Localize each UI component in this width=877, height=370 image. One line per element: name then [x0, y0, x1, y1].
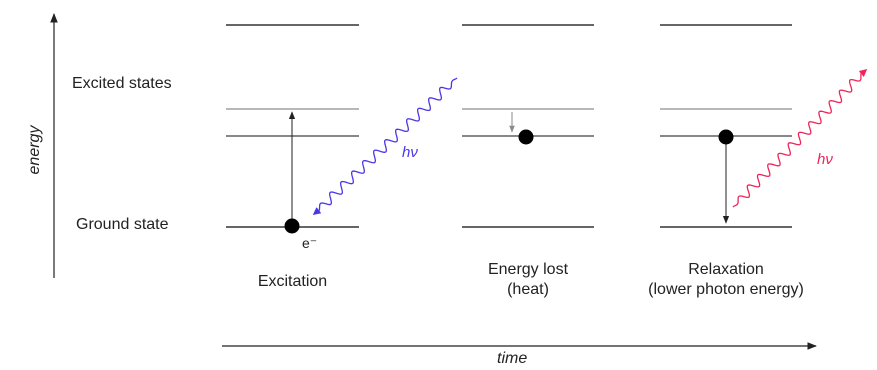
excited-states-label: Excited states: [72, 75, 172, 92]
caption-line: Relaxation: [688, 261, 764, 278]
electron-ground: [284, 218, 300, 234]
electron-lower-excited: [518, 129, 534, 145]
caption-line: (lower photon energy): [648, 281, 804, 298]
caption-line: Excitation: [257, 273, 328, 290]
panel-caption-relaxation: Relaxation (lower photon energy): [636, 260, 816, 300]
panel-energy-lost-levels: [462, 24, 594, 228]
panel-caption-energy-lost: Energy lost (heat): [448, 260, 608, 300]
ground-state-label: Ground state: [76, 216, 169, 233]
electron-emitting: [718, 129, 734, 145]
emitted-photon-wave: [732, 68, 868, 208]
absorbed-photon-label: hν: [402, 144, 418, 161]
energy-axis-label: energy: [26, 125, 43, 175]
emitted-photon-label: hν: [817, 151, 833, 168]
absorbed-photon-wave: [312, 77, 458, 215]
panel-caption-excitation: Excitation: [226, 272, 359, 292]
caption-line: (heat): [507, 281, 549, 298]
time-axis-label: time: [497, 350, 528, 367]
caption-line: Energy lost: [487, 261, 569, 278]
electron-label: e⁻: [302, 235, 318, 251]
